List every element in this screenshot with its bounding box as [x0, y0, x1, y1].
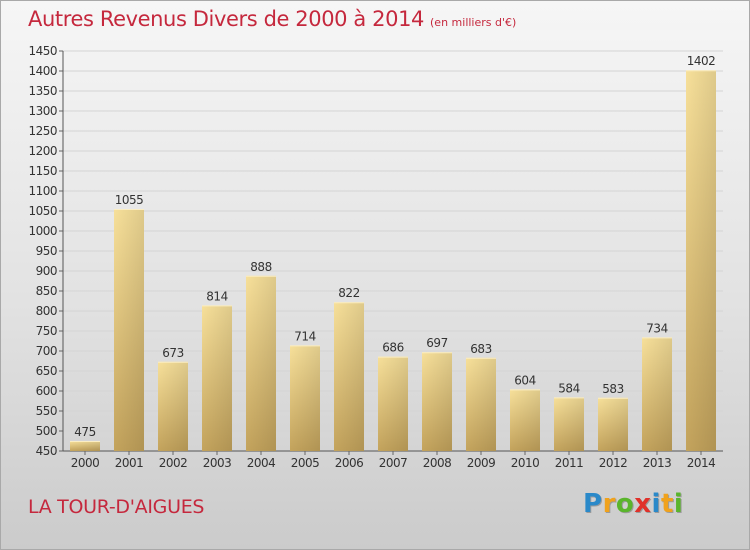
data-label-2014: 1402: [687, 54, 716, 68]
x-tick-label-2010: 2010: [511, 456, 540, 470]
data-label-2004: 888: [250, 260, 271, 274]
bar-shade-2008: [422, 352, 452, 451]
proxiti-logo[interactable]: Proxiti: [583, 489, 684, 519]
bar-shade-2011: [554, 397, 584, 451]
x-tick-label-2008: 2008: [423, 456, 452, 470]
y-tick-label: 700: [36, 344, 57, 358]
y-tick-label: 1050: [28, 204, 57, 218]
bar-shade-2002: [158, 361, 188, 451]
bar-shade-2009: [466, 357, 496, 451]
bars: [70, 70, 716, 451]
data-label-2011: 584: [558, 381, 579, 395]
y-tick-label: 750: [36, 324, 57, 338]
data-label-2009: 683: [470, 342, 491, 356]
data-label-2000: 475: [74, 425, 95, 439]
x-tick-label-2001: 2001: [115, 456, 144, 470]
y-tick-label: 1150: [28, 164, 57, 178]
data-label-2013: 734: [646, 321, 667, 335]
bar-shade-2013: [642, 337, 672, 451]
data-labels: 475 1055 673 814 888 714 822 686 697 683 604 584 583…: [74, 54, 715, 439]
city-name: LA TOUR-D'AIGUES: [28, 496, 205, 518]
y-tick-label: 500: [36, 424, 57, 438]
bar-shade-2004: [246, 275, 276, 451]
y-tick-label: 1200: [28, 144, 57, 158]
y-tick-label: 950: [36, 244, 57, 258]
y-tick-labels: 450 500 550 600 650 700 750 800 850 900 950 1000 105…: [28, 44, 57, 458]
x-tick-label-2003: 2003: [203, 456, 232, 470]
y-tick-label: 1300: [28, 104, 57, 118]
bar-shade-2010: [510, 389, 540, 451]
x-tick-label-2012: 2012: [599, 456, 628, 470]
y-tick-label: 1000: [28, 224, 57, 238]
y-tick-label: 900: [36, 264, 57, 278]
y-tick-label: 850: [36, 284, 57, 298]
x-tick-label-2007: 2007: [379, 456, 408, 470]
y-tick-label: 1350: [28, 84, 57, 98]
x-tick-label-2014: 2014: [687, 456, 716, 470]
y-tick-label: 800: [36, 304, 57, 318]
data-label-2005: 714: [294, 329, 315, 343]
y-tick-label: 1250: [28, 124, 57, 138]
y-tick-label: 600: [36, 384, 57, 398]
data-label-2002: 673: [162, 346, 183, 360]
data-label-2001: 1055: [115, 193, 144, 207]
data-label-2010: 604: [514, 373, 535, 387]
y-tick-label: 1450: [28, 44, 57, 58]
bar-shade-2003: [202, 305, 232, 451]
chart-title-text: Autres Revenus Divers de 2000 à 2014: [28, 7, 425, 31]
bar-shade-2012: [598, 397, 628, 451]
bar-shade-2001: [114, 209, 144, 451]
x-tick-label-2013: 2013: [643, 456, 672, 470]
data-label-2007: 686: [382, 341, 403, 355]
data-label-2003: 814: [206, 289, 227, 303]
y-tick-label: 1400: [28, 64, 57, 78]
x-tick-label-2002: 2002: [159, 456, 188, 470]
x-tick-label-2004: 2004: [247, 456, 276, 470]
data-label-2006: 822: [338, 286, 359, 300]
y-tick-label: 650: [36, 364, 57, 378]
bar-shade-2006: [334, 302, 364, 451]
x-tick-labels: 2000 2001 2002 2003 2004 2005 2006 2007 2008 2009…: [71, 456, 716, 470]
bar-shade-2014: [686, 70, 716, 451]
x-tick-label-2000: 2000: [71, 456, 100, 470]
bar-shade-2000: [70, 441, 100, 451]
data-label-2012: 583: [602, 382, 623, 396]
x-tick-label-2006: 2006: [335, 456, 364, 470]
data-label-2008: 697: [426, 336, 447, 350]
x-tick-label-2005: 2005: [291, 456, 320, 470]
bar-shade-2005: [290, 345, 320, 451]
bar-shade-2007: [378, 356, 408, 451]
y-tick-label: 550: [36, 404, 57, 418]
y-tick-label: 1100: [28, 184, 57, 198]
y-tick-label: 450: [36, 444, 57, 458]
chart-subtitle: (en milliers d'€): [430, 16, 517, 29]
x-tick-label-2009: 2009: [467, 456, 496, 470]
chart-title: Autres Revenus Divers de 2000 à 2014 (en …: [28, 7, 516, 31]
x-tick-label-2011: 2011: [555, 456, 584, 470]
